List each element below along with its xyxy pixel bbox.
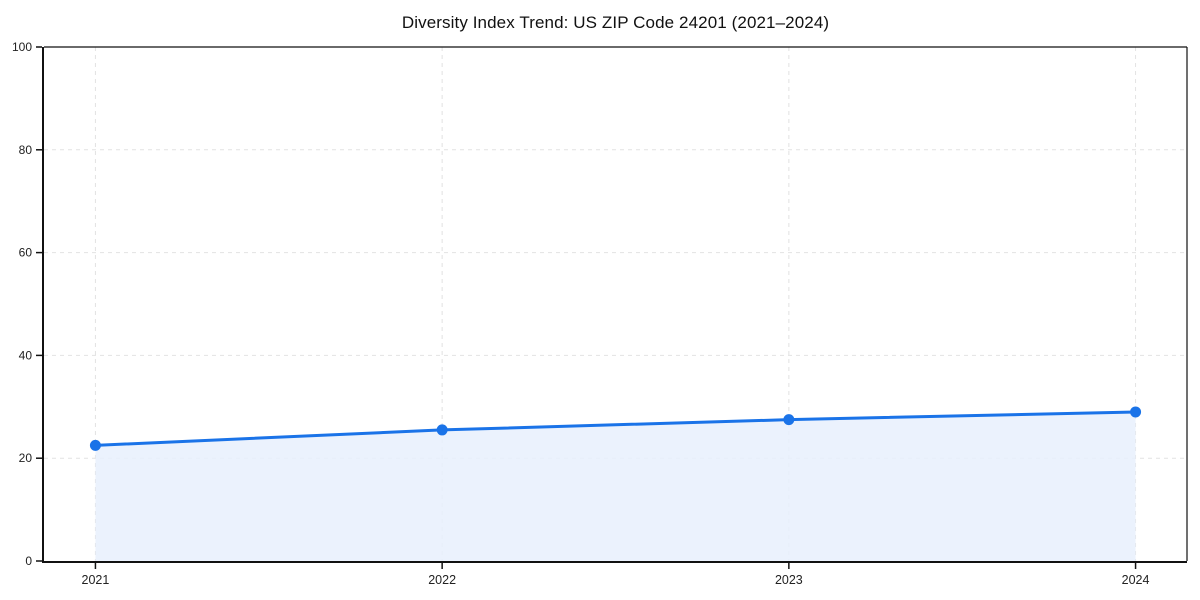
x-tick-label: 2023 [775,573,803,587]
data-point-marker [436,424,448,436]
x-tick-label: 2024 [1122,573,1150,587]
data-point-marker [1130,406,1142,418]
y-tick-label: 20 [19,451,33,465]
data-point-marker [89,439,101,451]
y-tick-label: 80 [19,143,33,157]
data-point-marker [783,414,795,426]
y-tick-label: 60 [19,246,33,260]
trend-line [93,410,1138,447]
x-tick-label: 2022 [428,573,456,587]
y-tick-label: 100 [12,40,32,54]
x-tick-label: 2021 [82,573,110,587]
chart-title: Diversity Index Trend: US ZIP Code 24201… [401,13,830,32]
y-tick-label: 0 [25,554,32,568]
area-fill [95,411,1136,561]
y-tick-label: 40 [19,348,33,362]
